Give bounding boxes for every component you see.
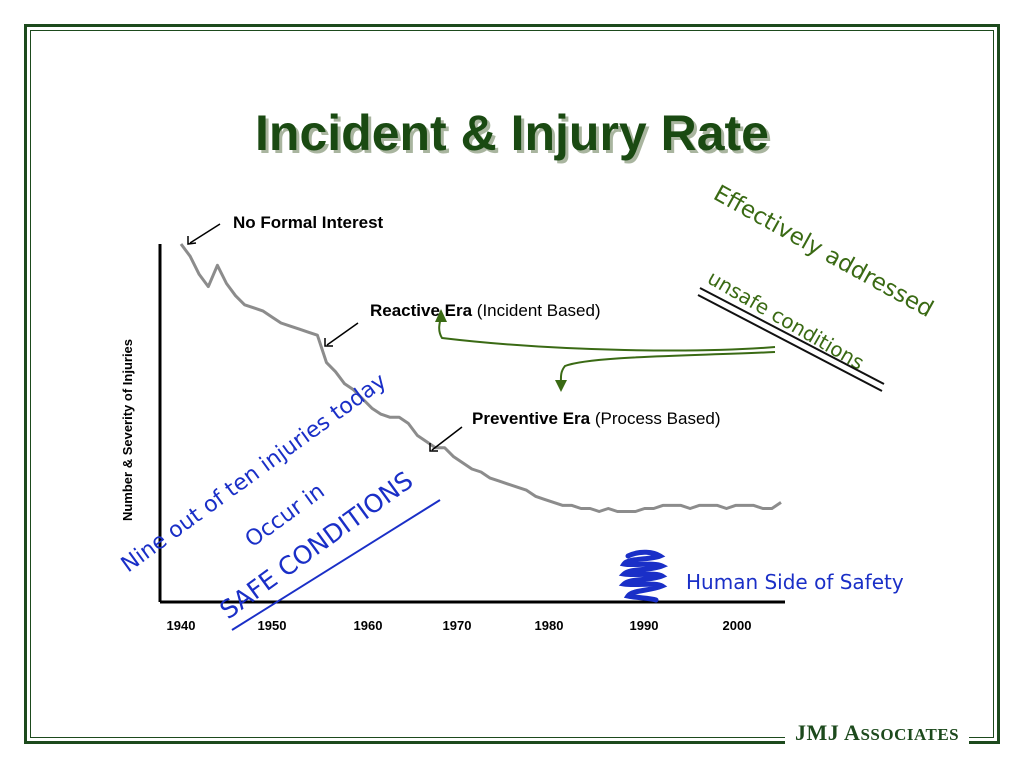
arrowhead-reactive (324, 338, 333, 347)
slide-frame-outer (24, 24, 1000, 744)
x-tick-labels: 1940 1950 1960 1970 1980 1990 2000 (167, 618, 752, 633)
arrowhead-no-formal (187, 236, 197, 245)
x-tick-label-1940: 1940 (167, 618, 196, 633)
label-no-formal-interest: No Formal Interest (233, 213, 384, 232)
green-arrowhead-reactive (435, 309, 447, 322)
arrow-reactive (326, 322, 359, 346)
slide-title: Incident & Injury Rate (255, 105, 769, 161)
blue-note-underline (231, 499, 441, 631)
x-tick-label-1970: 1970 (443, 618, 472, 633)
green-note-underline-2 (697, 294, 883, 392)
x-tick-label-2000: 2000 (723, 618, 752, 633)
arrow-no-formal (189, 223, 221, 244)
green-arrow-preventive (559, 351, 776, 384)
green-note-line2: unsafe conditions (704, 266, 869, 375)
green-arrow-reactive (438, 316, 776, 352)
no-formal-text: No Formal Interest (233, 213, 384, 232)
preventive-era-bold: Preventive Era (472, 409, 591, 428)
x-tick-label-1950: 1950 (258, 618, 287, 633)
injury-rate-series-line (179, 243, 782, 513)
green-handwritten-note: Effectively addressed unsafe conditions (435, 181, 938, 392)
logo-small-caps-text: SSOCIATES (860, 725, 960, 744)
arrow-preventive (431, 426, 463, 451)
arrowhead-preventive (429, 443, 438, 452)
jmj-associates-logo: JMJ ASSOCIATES (785, 720, 970, 746)
reactive-era-bold: Reactive Era (370, 301, 473, 320)
scribble-marker (618, 549, 669, 603)
x-tick-label-1960: 1960 (354, 618, 383, 633)
slide-frame-inner (30, 30, 994, 738)
green-arrowhead-preventive (555, 380, 567, 392)
logo-main-text: JMJ A (795, 720, 861, 745)
green-note-underline-1 (699, 287, 885, 385)
series-group (179, 243, 782, 513)
preventive-era-detail: (Process Based) (590, 409, 720, 428)
label-preventive-era: Preventive Era (Process Based) (472, 409, 721, 428)
human-side-of-safety-label: Human Side of Safety (686, 570, 904, 594)
label-reactive-era: Reactive Era (Incident Based) (370, 301, 601, 320)
x-tick-label-1980: 1980 (535, 618, 564, 633)
y-axis-label: Number & Severity of Injuries (120, 339, 135, 521)
annotation-arrows (187, 223, 463, 452)
reactive-era-detail: (Incident Based) (472, 301, 601, 320)
x-tick-label-1990: 1990 (630, 618, 659, 633)
